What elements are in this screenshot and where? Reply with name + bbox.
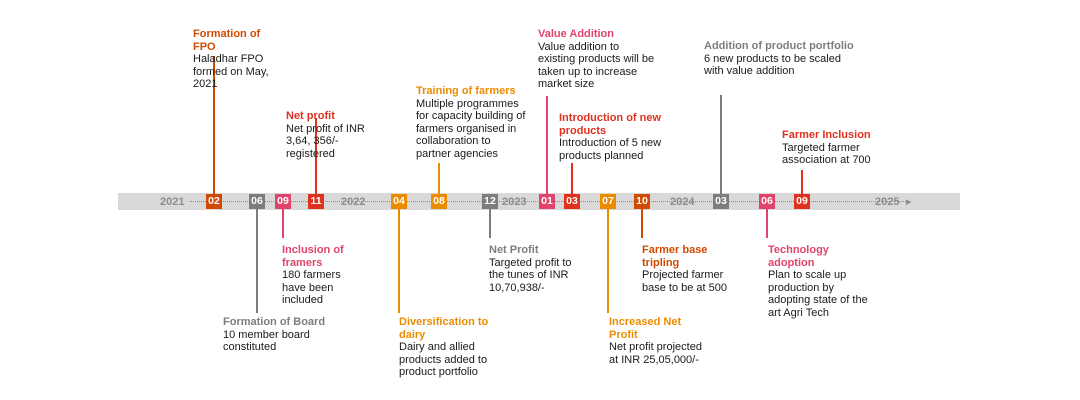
event-description: Value addition to existing products will… xyxy=(538,40,655,91)
connector-increased-profit xyxy=(607,209,609,313)
event-value-addition: Value Addition Value addition to existin… xyxy=(538,28,656,91)
year-label-2022: 2022 xyxy=(341,196,366,208)
event-farmer-inclusion: Farmer Inclusion Targeted farmer associa… xyxy=(782,129,898,167)
event-description: Targeted profit to the tunes of INR 10,7… xyxy=(489,256,572,294)
month-badge: 01 xyxy=(539,194,555,209)
event-description: Haladhar FPO formed on May, 2021 xyxy=(193,53,269,91)
month-badge: 07 xyxy=(600,194,616,209)
event-description: Dairy and allied products added to produ… xyxy=(399,341,488,379)
connector-inclusion-framers xyxy=(282,209,284,238)
month-badge: 03 xyxy=(564,194,580,209)
month-badge: 09 xyxy=(275,194,291,209)
event-description: Targeted farmer association at 700 xyxy=(782,141,871,167)
event-title: Inclusion of framers xyxy=(282,244,344,269)
event-title: Value Addition xyxy=(538,28,614,40)
month-badge: 11 xyxy=(308,194,324,209)
event-diversification-dairy: Diversification to dairy Dairy and allie… xyxy=(399,316,507,379)
year-label-2025: 2025 xyxy=(875,196,900,208)
connector-diversification-dairy xyxy=(398,209,400,313)
month-badge: 09 xyxy=(794,194,810,209)
connector-tech-adoption xyxy=(766,209,768,238)
connector-formation-fpo xyxy=(213,56,215,194)
month-badge: 02 xyxy=(206,194,222,209)
event-formation-board: Formation of Board 10 member board const… xyxy=(223,316,331,354)
year-label-2021: 2021 xyxy=(160,196,185,208)
month-badge: 03 xyxy=(713,194,729,209)
event-title: Introduction of new products xyxy=(559,112,662,137)
event-inclusion-framers: Inclusion of framers 180 farmers have be… xyxy=(282,244,364,307)
event-tech-adoption: Technology adoption Plan to scale up pro… xyxy=(768,244,868,320)
event-title: Technology adoption xyxy=(768,244,829,269)
event-title: Formation of FPO xyxy=(193,28,261,53)
event-description: Multiple programmes for capacity buildin… xyxy=(416,97,526,160)
month-badge: 04 xyxy=(391,194,407,209)
event-title: Training of farmers xyxy=(416,85,516,97)
year-label-2024: 2024 xyxy=(670,196,695,208)
event-title: Increased Net Profit xyxy=(609,316,682,341)
event-net-profit: Net profit Net profit of INR 3,64, 356/-… xyxy=(286,110,386,160)
connector-farmer-inclusion xyxy=(801,170,803,194)
connector-value-addition xyxy=(546,96,548,194)
event-training-farmers: Training of farmers Multiple programmes … xyxy=(416,85,528,161)
event-title: Diversification to dairy xyxy=(399,316,489,341)
event-formation-fpo: Formation of FPO Haladhar FPO formed on … xyxy=(193,28,285,91)
connector-farmer-tripling xyxy=(641,209,643,238)
connector-net-profit xyxy=(315,118,317,194)
event-title: Formation of Board xyxy=(223,316,326,328)
event-title: Net Profit xyxy=(489,244,539,256)
timeline-arrow-icon: ▸ xyxy=(906,196,912,208)
event-net-profit-2: Net Profit Targeted profit to the tunes … xyxy=(489,244,589,294)
event-increased-profit: Increased Net Profit Net profit projecte… xyxy=(609,316,709,366)
connector-formation-board xyxy=(256,209,258,313)
event-title: Farmer base tripling xyxy=(642,244,708,269)
event-description: 180 farmers have been included xyxy=(282,269,341,307)
event-description: Net profit of INR 3,64, 356/- registered xyxy=(286,122,365,160)
event-description: 6 new products to be scaled with value a… xyxy=(704,52,841,78)
event-description: 10 member board constituted xyxy=(223,328,310,354)
connector-product-portfolio xyxy=(720,95,722,194)
connector-net-profit-2 xyxy=(489,209,491,238)
event-product-portfolio: Addition of product portfolio 6 new prod… xyxy=(704,40,854,78)
event-description: Net profit projected at INR 25,05,000/- xyxy=(609,341,702,366)
connector-new-products xyxy=(571,163,573,194)
month-badge: 06 xyxy=(249,194,265,209)
year-label-2023: 2023 xyxy=(502,196,527,208)
event-new-products: Introduction of new products Introductio… xyxy=(559,112,679,162)
event-title: Net profit xyxy=(286,110,335,122)
month-badge: 06 xyxy=(759,194,775,209)
connector-training-farmers xyxy=(438,163,440,194)
month-badge: 12 xyxy=(482,194,498,209)
event-description: Plan to scale up production by adopting … xyxy=(768,269,868,319)
event-description: Introduction of 5 new products planned xyxy=(559,137,662,162)
event-title: Farmer Inclusion xyxy=(782,129,871,141)
event-title: Addition of product portfolio xyxy=(704,40,854,52)
event-farmer-tripling: Farmer base tripling Projected farmer ba… xyxy=(642,244,746,294)
month-badge: 08 xyxy=(431,194,447,209)
event-description: Projected farmer base to be at 500 xyxy=(642,269,728,294)
month-badge: 10 xyxy=(634,194,650,209)
